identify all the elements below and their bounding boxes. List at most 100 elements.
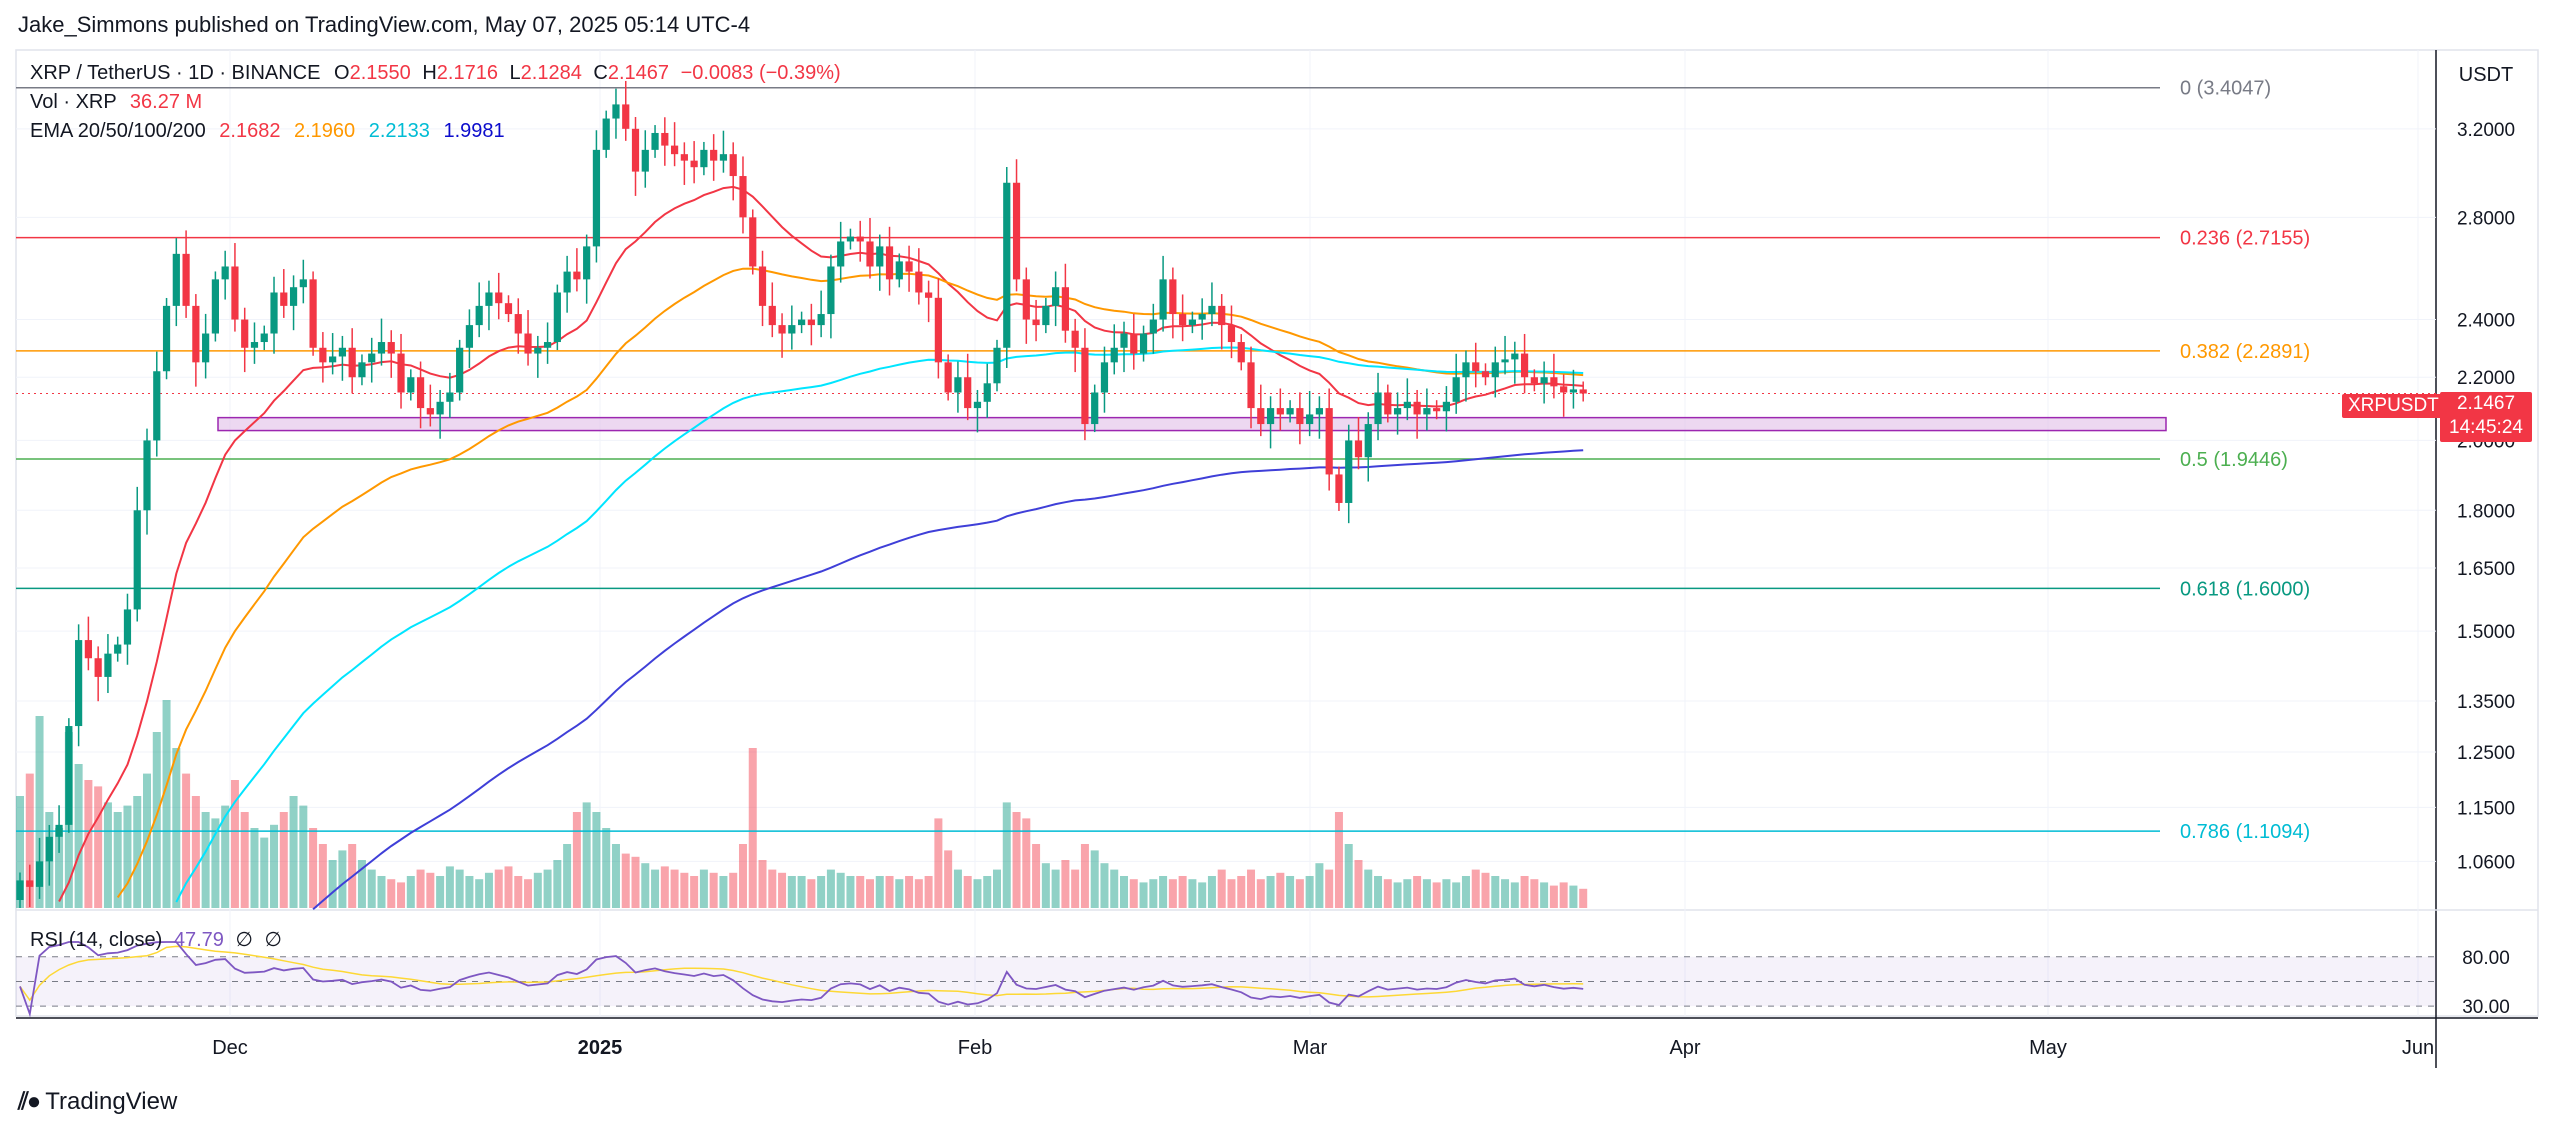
symbol-legend: XRP / TetherUS · 1D · BINANCE O2.1550 H2… [30,62,841,85]
candle-body [631,128,640,172]
candle-body [35,861,44,887]
candle-body [475,305,483,326]
volume-bar [1207,876,1216,908]
volume-legend[interactable]: Vol · XRP 36.27 M [30,91,202,114]
candle-body [729,154,737,177]
candle-body [1306,414,1314,425]
candle-body [260,333,268,343]
rsi-ma-line [19,945,1584,1002]
candle-body [446,392,454,402]
candle-body [162,305,171,372]
candle-body [75,640,83,727]
candle-body [1452,377,1460,402]
volume-bar [1325,869,1334,908]
candle-body [553,292,561,343]
candle-body [397,353,405,393]
candle-body [954,377,962,393]
volume-bar [182,773,191,908]
candle-body [1423,408,1431,415]
volume-bar [895,879,904,908]
rsi-lower-tick: 30.00 [2462,997,2510,1018]
volume-bar [338,850,347,908]
candle-body [1550,377,1558,387]
candle-body [719,154,728,161]
volume-bar [1403,879,1412,908]
fib-label: 0.786 (1.1094) [2180,821,2310,843]
candle-body [670,145,679,155]
volume-bar [1002,802,1011,908]
time-tick: 2025 [578,1037,623,1059]
candle-body [202,333,210,363]
volume-bar [1090,850,1099,908]
candle-body [192,305,200,363]
ema100-value: 2.2133 [368,120,430,142]
volume-bar [993,869,1001,908]
candle-body [1335,474,1343,503]
volume-bar [84,780,93,908]
volume-bar [738,844,747,908]
volume-bar [289,796,298,908]
candle-body [973,401,982,409]
symbol-badge: XRPUSDT [2342,394,2445,418]
candle-body [846,236,855,242]
ema-legend[interactable]: EMA 20/50/100/200 2.1682 2.1960 2.2133 1… [30,120,505,143]
volume-bar [1080,844,1089,908]
volume-bar [778,872,787,908]
volume-bar [953,869,962,908]
candle-body [1374,392,1382,425]
close-value: 2.1467 [607,62,669,84]
volume-bar [406,876,415,908]
volume-bar [660,866,669,908]
volume-bar [436,876,445,908]
candle-body [495,292,503,304]
candle-body [895,261,903,280]
time-tick: Feb [958,1037,992,1059]
volume-bar [35,716,44,908]
candle-body [749,217,757,267]
volume-bar [1168,879,1177,908]
candle-body [55,824,63,837]
tradingview-logo[interactable]: ⫽● TradingView [18,1088,177,1116]
volume-bar [905,876,914,908]
volume-bar [1286,876,1295,908]
fib-label: 0.382 (2.2891) [2180,341,2310,363]
candle-body [524,333,532,354]
candle-body [534,347,542,354]
candle-body [1491,362,1499,378]
volume-bar [16,796,24,908]
ema-label: EMA 20/50/100/200 [30,120,206,142]
volume-bar [504,866,513,908]
volume-bar [807,879,816,908]
candle-body [1345,440,1353,503]
candle-body [231,266,239,320]
volume-bar [553,860,562,908]
price-tick: 1.5000 [2457,622,2515,643]
candle-body [65,726,73,825]
volume-bar [211,818,220,908]
volume-bar [1422,879,1431,908]
change-value: −0.0083 (−0.39%) [680,62,841,84]
volume-bar [836,872,845,908]
symbol-name[interactable]: XRP / TetherUS · 1D · BINANCE [30,62,321,84]
candle-body [592,149,601,247]
volume-bar [1442,879,1451,908]
volume-bar [680,872,689,908]
candle-body [680,154,688,161]
volume-bar [875,876,884,908]
rsi-legend[interactable]: RSI (14, close) 47.79 ∅ ∅ [30,927,282,952]
candle-body [700,149,708,168]
volume-bar [1266,876,1275,908]
candle-body [710,149,718,161]
candle-body [1218,305,1226,326]
volume-bar [670,869,679,908]
currency-button[interactable]: USDT [2458,64,2514,86]
candle-body [827,266,835,315]
h-label: H [422,62,437,84]
chart-frame [15,49,2539,1017]
candle-body [1257,408,1265,425]
volume-bar [621,853,630,908]
volume-bar [1491,876,1500,908]
volume-bar [25,773,34,908]
volume-bar [709,872,718,908]
